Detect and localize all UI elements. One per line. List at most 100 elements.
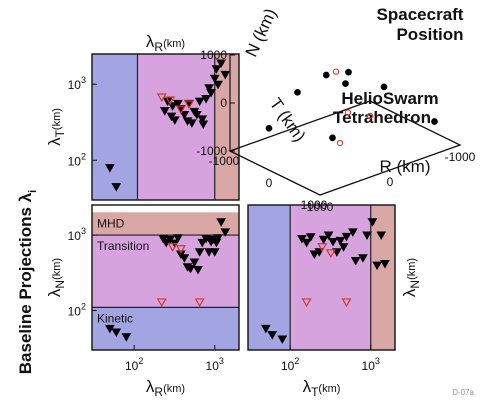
- x-tick-label: 102: [125, 356, 143, 373]
- x-axis-label: λR(km): [146, 377, 185, 399]
- helioswarm-point: [186, 119, 197, 128]
- helioswarm-point: [216, 218, 226, 227]
- helioswarm-point: [121, 333, 132, 342]
- helioswarm-point: [209, 248, 220, 257]
- position-title-line1: Spacecraft: [377, 5, 464, 24]
- x-tick-exp: 2: [294, 356, 299, 366]
- figure-corner-tag: D-07a: [452, 388, 474, 397]
- helioswarm-position-point: [342, 80, 349, 87]
- helioswarm-point: [162, 97, 173, 107]
- helioswarm-point: [204, 248, 214, 257]
- helioswarm-point: [201, 94, 211, 104]
- helioswarm-point: [209, 74, 220, 84]
- tetrahedron-position-point: [336, 139, 344, 147]
- helioswarm-position-point: [322, 71, 330, 79]
- y-tick-base: 10: [68, 305, 82, 319]
- y-tick-exp: 3: [81, 226, 86, 236]
- x-tick-exp: 2: [138, 356, 143, 366]
- x-axis-label-sub: T: [311, 385, 319, 399]
- helioswarm-point: [197, 238, 208, 248]
- tetrahedron-point: [184, 100, 195, 110]
- helioswarm-point: [380, 259, 390, 269]
- tetrahedron-point: [194, 298, 205, 308]
- helioswarm-point: [105, 164, 115, 173]
- t-tick-label: 1000: [301, 198, 328, 212]
- helioswarm-position-point: [431, 118, 438, 125]
- t-tick-label: 0: [266, 176, 273, 190]
- helioswarm-point: [267, 331, 278, 340]
- tetrahedron-point: [156, 298, 167, 308]
- tetrahedron-position-point: [344, 109, 352, 116]
- t-axis-label: T (km): [266, 94, 310, 145]
- helioswarm-point: [301, 238, 312, 248]
- legend-helioswarm: HelioSwarm: [341, 89, 438, 108]
- x-tick-label: 102: [281, 356, 299, 373]
- x-axis-label: λT(km): [303, 377, 341, 399]
- y-tick-exp: 3: [81, 75, 86, 85]
- helioswarm-point: [159, 107, 170, 116]
- n-tick-label: -1000: [196, 144, 227, 158]
- band-label-transition: Transition: [97, 239, 149, 253]
- x-tick-exp: 3: [219, 356, 224, 366]
- y-axis-label: λN(km): [400, 258, 422, 297]
- helioswarm-point: [111, 183, 122, 192]
- helioswarm-point: [213, 234, 223, 243]
- r-tick-label: -1000: [445, 150, 476, 164]
- helioswarm-point: [173, 99, 183, 109]
- x-axis-label-sub: R: [154, 40, 163, 54]
- band-transition: [137, 54, 215, 200]
- main-y-axis-title: Baseline Projections λi: [16, 190, 39, 374]
- helioswarm-point: [189, 258, 200, 267]
- position-title-line2: Position: [396, 25, 463, 44]
- y-tick-label: 102: [68, 302, 86, 319]
- y-tick-exp: 2: [81, 302, 86, 312]
- tetrahedron-point: [175, 105, 186, 115]
- helioswarm-point: [216, 59, 226, 69]
- position-floor-plane: [228, 100, 462, 196]
- panel-frame: [91, 204, 240, 351]
- y-tick-label: 103: [68, 226, 86, 243]
- y-axis-label-sub: T: [53, 129, 67, 137]
- helioswarm-point: [211, 65, 222, 74]
- helioswarm-point: [362, 231, 372, 241]
- helioswarm-point: [314, 248, 325, 257]
- y-axis-label-unit: (km): [51, 258, 63, 280]
- helioswarm-point: [341, 232, 352, 242]
- helioswarm-point: [173, 234, 183, 243]
- band-mhd: [370, 205, 395, 350]
- panel-frame: [247, 204, 396, 351]
- helioswarm-point: [194, 97, 205, 107]
- band-mhd: [92, 212, 239, 236]
- y-axis-label-unit: (km): [51, 108, 63, 130]
- helioswarm-point: [338, 243, 349, 252]
- y-tick-base: 10: [68, 229, 82, 243]
- panel-frame: [91, 53, 240, 201]
- x-axis-label: λR(km): [146, 32, 185, 54]
- helioswarm-position-point: [265, 124, 273, 132]
- helioswarm-point: [206, 88, 216, 98]
- y-tick-base: 10: [68, 154, 82, 168]
- helioswarm-point: [161, 238, 172, 248]
- r-axis-label: R (km): [380, 157, 431, 176]
- helioswarm-point: [179, 254, 190, 263]
- band-transition: [92, 235, 239, 308]
- x-axis-label-symbol: λ: [303, 377, 312, 396]
- tetrahedron-point: [325, 249, 336, 259]
- x-tick-base: 10: [125, 359, 139, 373]
- helioswarm-point: [193, 265, 203, 275]
- helioswarm-point: [197, 115, 208, 124]
- y-tick-base: 10: [68, 78, 82, 92]
- y-tick-exp: 2: [81, 151, 86, 161]
- helioswarm-point: [376, 231, 387, 241]
- y-axis-label-symbol: λ: [45, 288, 64, 297]
- band-label-mhd: MHD: [97, 216, 125, 230]
- x-axis-label-unit: (km): [163, 38, 185, 50]
- y-axis-label-sub: N: [53, 280, 67, 289]
- helioswarm-point: [194, 248, 205, 257]
- band-kinetic: [92, 54, 138, 200]
- x-axis-label-unit: (km): [163, 383, 185, 395]
- tetrahedron-point: [301, 298, 312, 308]
- x-tick-exp: 3: [375, 356, 380, 366]
